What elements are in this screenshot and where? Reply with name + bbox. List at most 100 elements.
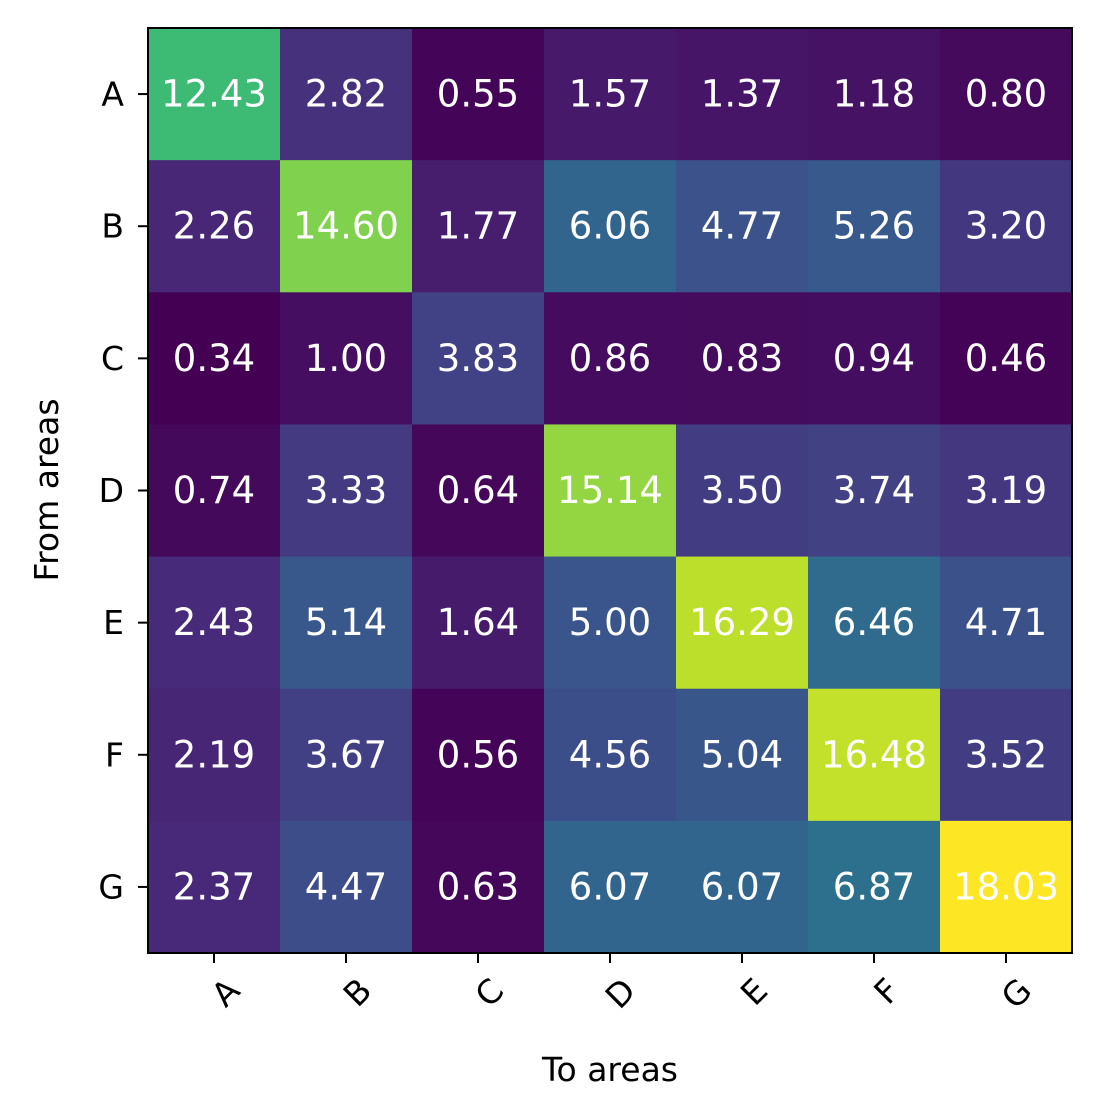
cell-value-label: 6.07 [701,865,783,908]
y-axis-ticks: A B C D E F G [98,75,148,906]
cell-value-label: 2.19 [173,733,255,776]
cell-value-label: 1.64 [437,601,519,644]
heatmap-cell-labels: 12.43 2.82 0.55 1.57 1.37 1.18 0.80 2.26 14.60 1.… [161,73,1059,909]
heatmap-cell [148,28,281,161]
heatmap-cell [544,28,677,161]
x-tick-label: D [598,971,644,1017]
heatmap-cell [676,688,809,822]
cell-value-label: 0.83 [701,337,783,380]
heatmap-cell [412,424,545,558]
heatmap-cell [940,28,1073,161]
heatmap-cell [676,292,809,426]
y-tick-label: C [101,339,124,378]
cell-value-label: 1.37 [701,73,783,116]
heatmap-cell [412,160,545,293]
heatmap-cell [940,556,1073,690]
cell-value-label: 0.94 [833,337,915,380]
x-axis-label: To areas [541,1050,678,1089]
cell-value-label: 2.43 [173,601,255,644]
cell-value-label: 1.77 [437,205,519,248]
cell-value-label: 16.48 [821,733,927,776]
heatmap-cell [544,424,677,558]
heatmap-cell [940,160,1073,293]
heatmap-cell [280,160,413,293]
cell-value-label: 16.29 [689,601,795,644]
heatmap-cell [808,556,941,690]
heatmap-cell [412,688,545,822]
cell-value-label: 6.07 [569,865,651,908]
heatmap-cell [544,688,677,822]
x-tick-label: B [336,971,380,1015]
heatmap-cell [940,820,1073,954]
x-tick-label: G [994,971,1040,1017]
cell-value-label: 2.26 [173,205,255,248]
heatmap-cell [676,28,809,161]
heatmap-cell [412,292,545,426]
cell-value-label: 0.80 [965,73,1047,116]
cell-value-label: 3.67 [305,733,387,776]
x-tick-label: C [467,971,511,1015]
cell-value-label: 12.43 [161,73,267,116]
heatmap-cell [148,160,281,293]
cell-value-label: 14.60 [293,205,399,248]
heatmap-cell [808,28,941,161]
cell-value-label: 4.47 [305,865,387,908]
heatmap-cell [148,292,281,426]
cell-value-label: 3.83 [437,337,519,380]
cell-value-label: 3.74 [833,469,915,512]
heatmap-cell [280,688,413,822]
heatmap-cell [676,556,809,690]
cell-value-label: 0.63 [437,865,519,908]
heatmap-cell [544,292,677,426]
heatmap-cell [280,556,413,690]
cell-value-label: 3.33 [305,469,387,512]
heatmap-cell [808,424,941,558]
heatmap-cell [676,160,809,293]
heatmap-cell [940,424,1073,558]
cell-value-label: 1.18 [833,73,915,116]
heatmap-cell [676,424,809,558]
heatmap-cell [940,688,1073,822]
cell-value-label: 2.37 [173,865,255,908]
heatmap-cell [148,556,281,690]
cell-value-label: 2.82 [305,73,387,116]
cell-value-label: 0.56 [437,733,519,776]
y-tick-label: D [99,471,124,510]
cell-value-label: 0.34 [173,337,255,380]
cell-value-label: 4.56 [569,733,651,776]
cell-value-label: 3.52 [965,733,1047,776]
heatmap-cell [280,424,413,558]
heatmap-cell [412,556,545,690]
cell-value-label: 0.46 [965,337,1047,380]
heatmap-cell [940,292,1073,426]
y-axis-label: From areas [27,398,66,581]
cell-value-label: 0.86 [569,337,651,380]
y-tick-label: B [101,207,124,246]
cell-value-label: 6.46 [833,601,915,644]
y-tick-label: F [105,735,124,774]
heatmap-cell [412,28,545,161]
heatmap-cell [280,28,413,161]
heatmap-cells [148,28,1073,954]
cell-value-label: 15.14 [557,469,663,512]
heatmap-cell [280,820,413,954]
heatmap-cell [148,424,281,558]
heatmap-cell [676,820,809,954]
cell-value-label: 5.00 [569,601,651,644]
y-tick-label: E [103,603,124,642]
cell-value-label: 6.06 [569,205,651,248]
heatmap-cell [148,688,281,822]
heatmap-cell [808,820,941,954]
cell-value-label: 5.14 [305,601,387,644]
cell-value-label: 3.20 [965,205,1047,248]
cell-value-label: 0.55 [437,73,519,116]
heatmap-cell [148,820,281,954]
cell-value-label: 4.77 [701,205,783,248]
cell-value-label: 0.64 [437,469,519,512]
cell-value-label: 18.03 [953,865,1059,908]
x-axis-ticks: A B C D E F G [204,953,1040,1017]
cell-value-label: 3.19 [965,469,1047,512]
heatmap-cell [808,688,941,822]
heatmap-cell [808,292,941,426]
